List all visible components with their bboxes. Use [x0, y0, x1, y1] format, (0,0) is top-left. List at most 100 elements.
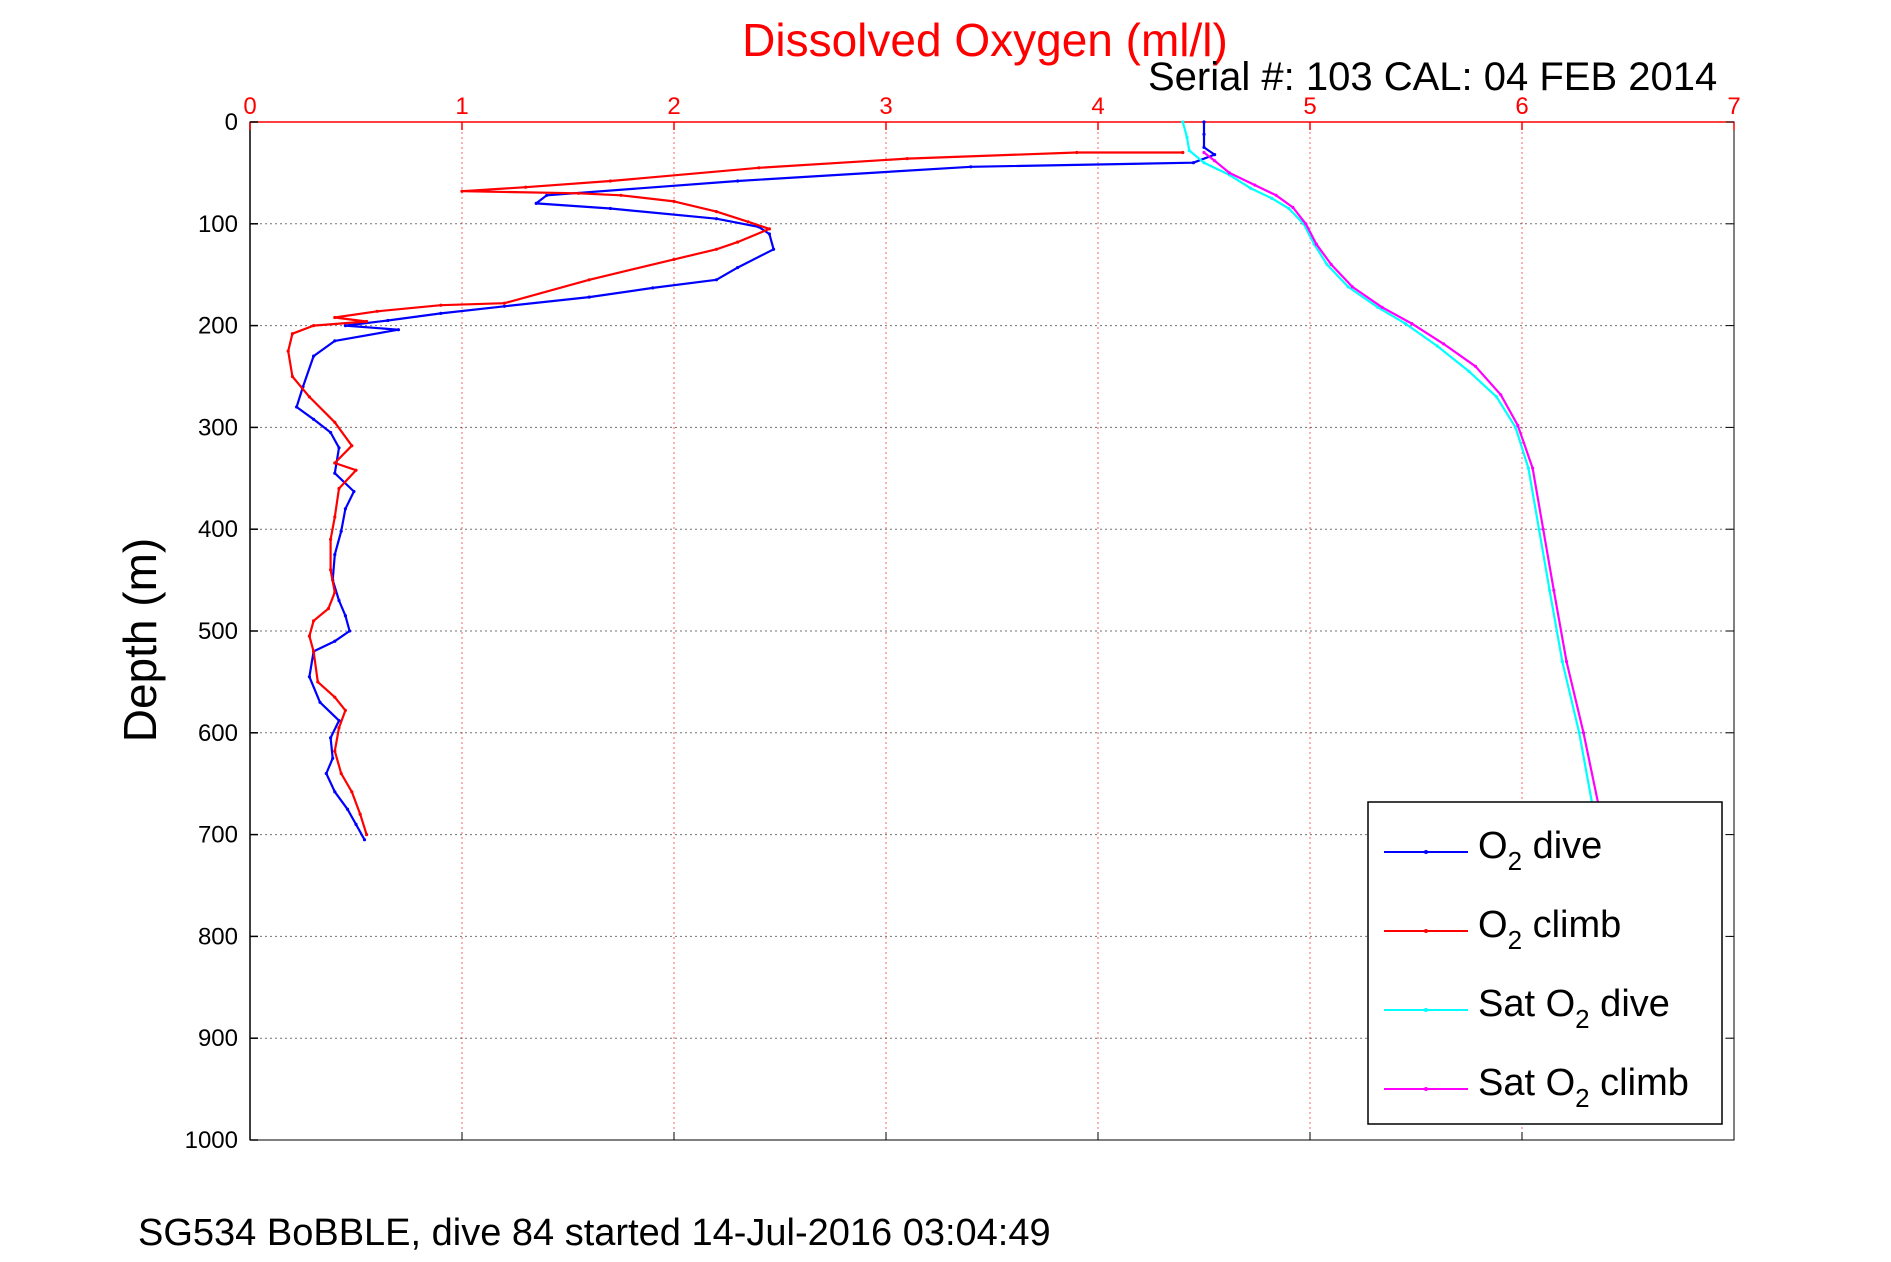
data-point	[757, 166, 761, 170]
legend-item: O2 climb	[1384, 904, 1621, 955]
legend-item: O2 dive	[1384, 825, 1602, 876]
data-point	[1442, 342, 1446, 346]
y-tick-label: 600	[198, 720, 238, 747]
data-point	[345, 807, 350, 811]
data-point	[337, 719, 341, 723]
data-point	[1516, 423, 1520, 427]
x-tick-label: 3	[879, 93, 892, 120]
legend-box	[1367, 801, 1723, 1125]
data-point	[365, 319, 369, 324]
data-point	[1350, 285, 1354, 289]
data-point	[1541, 527, 1545, 531]
data-point	[1253, 183, 1257, 187]
data-point	[1213, 159, 1217, 163]
data-point	[545, 193, 549, 197]
data-point	[307, 634, 311, 638]
data-point	[1202, 161, 1206, 165]
series-line	[1203, 151, 1602, 815]
data-point	[1291, 205, 1295, 210]
data-point	[337, 598, 341, 603]
series-line	[1181, 121, 1596, 815]
data-point	[1564, 659, 1569, 664]
data-point	[386, 318, 390, 323]
data-point	[577, 191, 581, 195]
data-point	[1213, 153, 1217, 157]
data-point	[396, 328, 400, 332]
legend-label: Sat O2 dive	[1478, 983, 1670, 1034]
series-line	[295, 122, 1216, 841]
data-point	[333, 420, 337, 424]
data-point	[1499, 393, 1503, 397]
data-point	[312, 417, 316, 421]
x-tick-label: 6	[1515, 93, 1528, 120]
data-point	[350, 444, 354, 448]
data-point	[329, 537, 333, 542]
y-axis-label: Depth (m)	[114, 538, 166, 742]
data-point	[333, 790, 337, 794]
data-point	[326, 607, 330, 611]
data-point	[1495, 395, 1499, 399]
y-tick-label: 200	[198, 313, 238, 340]
data-point	[1467, 369, 1471, 373]
data-point	[1548, 588, 1552, 592]
data-point	[1577, 731, 1581, 735]
chart-subtitle: Serial #: 103 CAL: 04 FEB 2014	[1148, 55, 1717, 99]
data-point	[587, 295, 591, 299]
data-point	[1075, 150, 1079, 155]
data-point	[329, 568, 333, 572]
data-point	[312, 619, 316, 623]
data-point	[333, 590, 337, 594]
data-point	[736, 266, 740, 270]
data-point	[343, 324, 347, 328]
data-point	[1270, 196, 1274, 200]
series-line	[287, 151, 1183, 835]
x-tick-label: 0	[243, 93, 256, 120]
data-point	[714, 210, 719, 214]
data-point	[354, 822, 358, 827]
data-point	[316, 680, 320, 684]
data-point	[290, 332, 294, 336]
legend-item: Sat O2 climb	[1384, 1062, 1689, 1113]
data-point	[312, 324, 316, 328]
data-point	[1403, 322, 1407, 326]
data-point	[1227, 171, 1231, 175]
data-point	[337, 446, 341, 450]
data-point	[1410, 322, 1414, 326]
data-point	[358, 812, 362, 816]
legend-marker	[1424, 850, 1428, 854]
data-point	[333, 695, 337, 699]
legend-marker	[1424, 1008, 1428, 1012]
series-1	[295, 120, 1217, 842]
y-tick-label: 700	[198, 822, 238, 849]
data-point	[290, 374, 294, 379]
data-point	[905, 157, 909, 161]
data-point	[1581, 731, 1586, 735]
data-point	[329, 430, 333, 435]
data-point	[502, 301, 506, 305]
y-tick-label: 500	[198, 618, 238, 645]
data-point	[1435, 344, 1439, 348]
data-point	[587, 278, 591, 282]
data-point	[1560, 659, 1564, 664]
series-3	[1181, 120, 1596, 816]
legend-marker	[1424, 1087, 1428, 1091]
x-tick-label: 5	[1303, 93, 1316, 120]
data-point	[439, 311, 443, 315]
data-point	[736, 240, 740, 244]
x-tick-label: 4	[1091, 93, 1104, 120]
data-point	[672, 199, 676, 203]
data-point	[524, 185, 528, 189]
data-point	[324, 771, 328, 776]
data-point	[1202, 145, 1206, 149]
data-point	[772, 247, 776, 251]
data-point	[312, 354, 316, 358]
data-point	[1181, 120, 1185, 124]
data-point	[333, 515, 337, 519]
data-point	[1287, 206, 1291, 211]
legend: O2 dive O2 climb Sat O2 dive Sat O2 climb	[1367, 801, 1723, 1125]
data-point	[333, 315, 337, 320]
data-point	[1346, 285, 1350, 289]
data-point	[1181, 150, 1185, 155]
data-point	[1202, 150, 1206, 155]
